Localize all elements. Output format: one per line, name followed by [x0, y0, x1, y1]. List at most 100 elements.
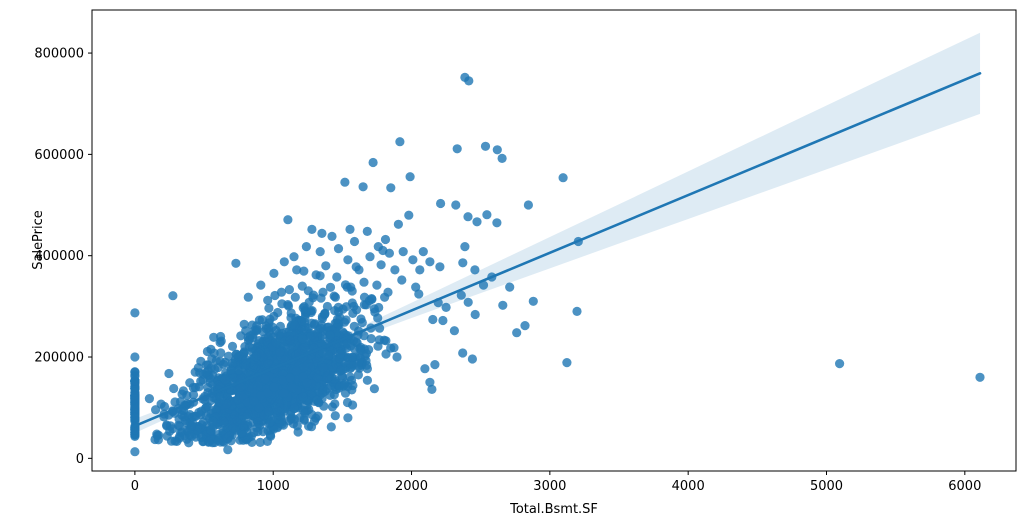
scatter-points [130, 72, 985, 457]
data-point [169, 383, 179, 394]
data-point [298, 405, 308, 415]
data-point [188, 390, 199, 400]
data-point [226, 365, 236, 375]
data-point [341, 302, 351, 312]
data-point [458, 348, 468, 358]
data-point [271, 338, 281, 348]
data-point [154, 430, 164, 440]
data-point [279, 257, 289, 267]
data-point [241, 355, 251, 365]
data-point [326, 422, 336, 432]
data-point [405, 172, 415, 182]
data-point [435, 262, 445, 272]
data-point [269, 382, 279, 392]
data-point [130, 352, 140, 362]
data-point [340, 177, 350, 187]
data-point [317, 228, 327, 238]
data-point [285, 335, 295, 345]
x-tick-label: 3000 [533, 479, 566, 494]
data-point [252, 423, 262, 433]
data-point [299, 362, 309, 372]
data-point [342, 397, 353, 408]
data-point [228, 373, 239, 383]
data-point [362, 375, 372, 385]
data-point [572, 306, 582, 316]
data-point [254, 403, 264, 413]
data-point [301, 242, 311, 252]
data-point [492, 145, 502, 155]
data-point [379, 335, 389, 345]
data-point [347, 352, 357, 362]
data-point [418, 247, 428, 257]
data-point [277, 375, 287, 385]
data-point [408, 255, 418, 265]
data-point [290, 292, 300, 302]
data-point [265, 417, 275, 427]
data-point [299, 414, 309, 424]
data-point [381, 349, 391, 359]
data-point [380, 292, 390, 302]
data-point [368, 157, 378, 168]
data-point [452, 144, 462, 154]
data-point [203, 360, 213, 370]
data-point [196, 376, 206, 386]
data-point [380, 234, 391, 245]
y-tick-label: 0 [76, 452, 84, 467]
y-tick-label: 400000 [34, 249, 84, 264]
data-point [264, 303, 274, 313]
data-point [325, 390, 335, 400]
data-point [277, 328, 287, 338]
data-point [323, 322, 333, 332]
data-point [562, 358, 572, 368]
data-point [224, 351, 234, 361]
data-point [201, 368, 211, 378]
y-tick-label: 600000 [34, 148, 84, 163]
data-point [349, 301, 359, 311]
data-point [427, 384, 437, 394]
data-point [275, 347, 285, 357]
data-point [312, 395, 322, 405]
data-point [213, 435, 224, 445]
data-point [283, 215, 293, 225]
data-point [283, 300, 293, 310]
data-point [378, 245, 388, 256]
data-point [165, 426, 175, 436]
data-point [177, 389, 187, 399]
data-point [227, 358, 237, 368]
data-point [348, 308, 358, 318]
plot-area [130, 32, 985, 457]
data-point [249, 396, 259, 406]
data-point [248, 333, 258, 343]
data-point [255, 437, 265, 447]
data-point [492, 218, 502, 228]
data-point [438, 315, 448, 326]
y-tick-label: 800000 [34, 47, 84, 62]
data-point [339, 317, 350, 327]
data-point [332, 272, 342, 282]
data-point [835, 359, 845, 369]
data-point [130, 412, 140, 422]
x-tick-label: 4000 [672, 479, 705, 494]
data-point [397, 275, 407, 285]
data-point [130, 447, 140, 457]
data-point [472, 217, 482, 227]
data-point [299, 266, 309, 276]
data-point [470, 309, 480, 320]
data-point [328, 362, 338, 372]
data-point [343, 255, 353, 265]
data-point [428, 314, 438, 325]
data-point [441, 302, 451, 312]
data-point [260, 374, 270, 384]
data-point [342, 339, 353, 349]
data-point [340, 388, 351, 398]
data-point [298, 392, 308, 402]
data-point [185, 378, 195, 388]
data-point [243, 292, 253, 302]
data-point [209, 348, 219, 358]
data-point [275, 321, 285, 331]
data-point [263, 295, 273, 305]
data-point [321, 261, 331, 271]
data-point [456, 290, 466, 300]
data-point [211, 404, 221, 414]
data-point [425, 377, 435, 387]
